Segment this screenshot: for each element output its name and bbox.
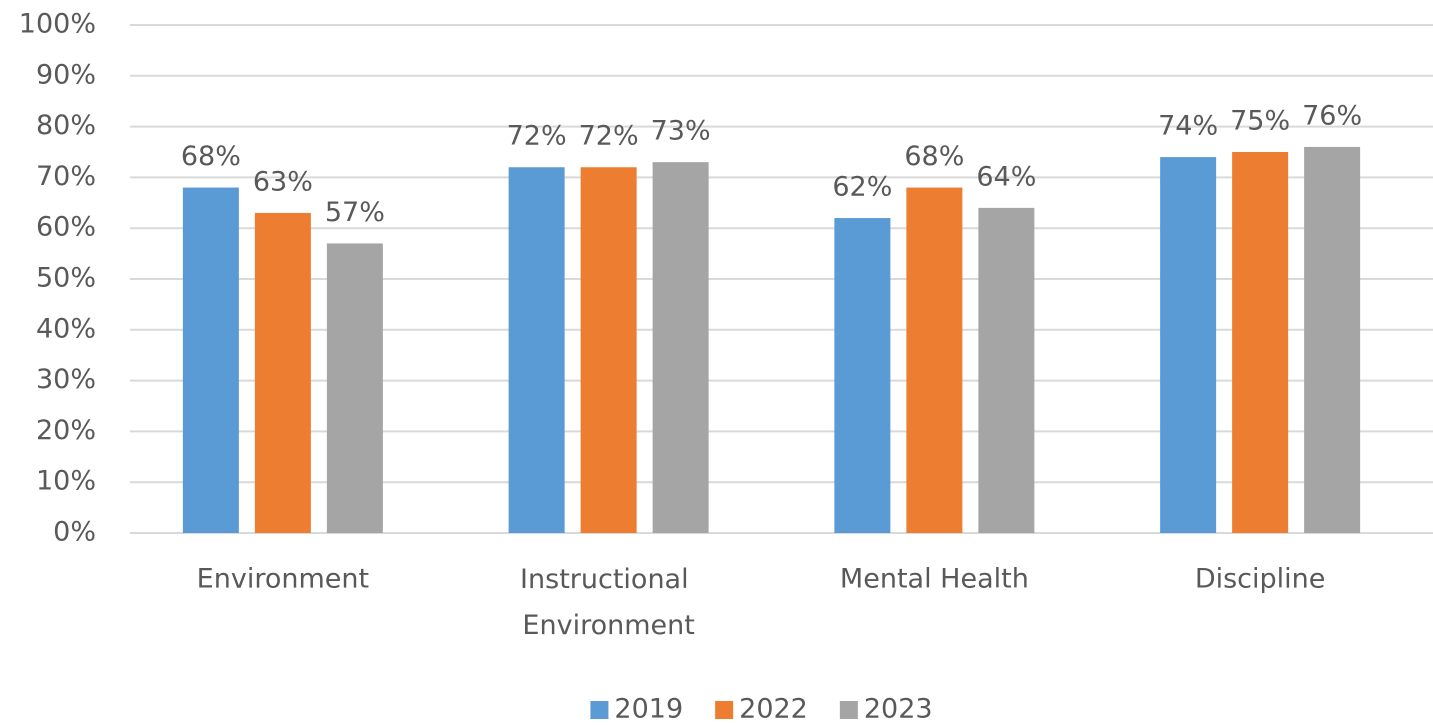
y-tick-label: 30% [36,364,96,395]
bar [1160,157,1217,533]
data-label: 68% [181,141,241,172]
data-label: 72% [507,121,567,152]
data-label: 64% [976,161,1036,192]
bar [652,162,709,533]
y-tick-label: 90% [36,59,96,90]
bar [580,167,637,534]
data-label: 76% [1302,100,1362,131]
x-tick-label: Environment [197,564,369,595]
data-label: 75% [1230,106,1290,137]
bar [508,167,565,534]
bar [834,218,891,534]
legend-label: 2022 [739,694,808,725]
y-tick-label: 70% [36,161,96,192]
data-label: 62% [832,172,892,203]
y-tick-label: 0% [53,517,96,548]
data-label: 73% [651,116,711,147]
x-tick-label: Mental Health [840,564,1029,595]
bar [1232,152,1289,533]
y-tick-label: 60% [36,212,96,243]
x-tick-label: Instructional Environment [520,564,697,641]
legend-swatch [590,701,609,719]
data-label: 68% [904,141,964,172]
legend-swatch [839,701,858,719]
data-label: 72% [579,121,639,152]
bar [978,207,1035,533]
bar [254,212,311,533]
x-tick-label: Discipline [1195,564,1326,595]
legend-swatch [715,701,734,719]
legend-label: 2023 [864,694,933,725]
legend-label: 2019 [614,694,683,725]
bar [182,187,239,533]
data-label: 57% [325,197,385,228]
bar [906,187,963,533]
bar [326,243,383,533]
y-tick-label: 20% [36,415,96,446]
y-tick-label: 100% [19,9,96,40]
y-tick-label: 40% [36,313,96,344]
y-tick-label: 50% [36,263,96,294]
y-tick-label: 10% [36,466,96,497]
y-tick-label: 80% [36,110,96,141]
data-label: 74% [1158,111,1218,142]
data-label: 63% [253,166,313,197]
bar [1304,146,1361,534]
